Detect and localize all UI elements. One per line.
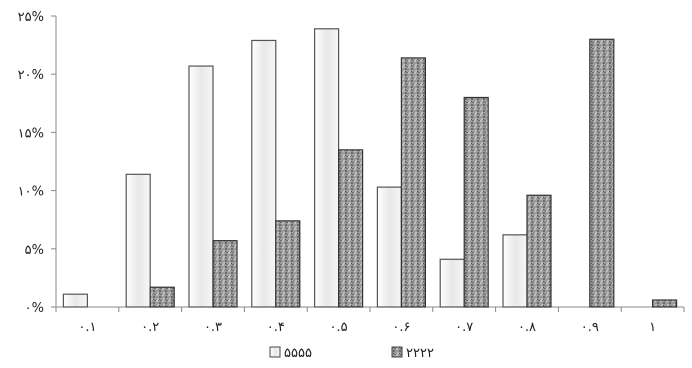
- bars: [62, 28, 678, 308]
- x-tick-label: ٠.١: [78, 320, 96, 335]
- bar-series-1: [125, 173, 151, 308]
- x-tick-label: ٠.۴: [267, 320, 285, 335]
- bar-series-1: [251, 39, 277, 308]
- legend-swatch: [391, 346, 403, 358]
- bar-series-2: [212, 240, 238, 308]
- bar-series-2: [463, 96, 489, 308]
- y-tick-label: ۵%: [25, 243, 44, 258]
- x-tick-label: ٠.٨: [518, 320, 536, 335]
- bar-series-2: [651, 299, 678, 308]
- bar-series-2: [338, 149, 364, 308]
- bar-series-1: [376, 186, 402, 308]
- y-tick-label: ١۵%: [18, 126, 44, 141]
- x-tick-label: ٠.۵: [330, 320, 348, 335]
- axes: ٠% ۵% ١٠% ١۵% ٢٠% ٢۵% ٠.١ ٠.٢ ٠.٣ ٠.۴ ٠.۵ ٠.۶ ٠.٧ ٠.٨…: [18, 10, 685, 335]
- bar-series-1: [439, 258, 465, 308]
- y-tick-label: ٢٠%: [18, 68, 44, 83]
- bar-series-2: [275, 220, 301, 308]
- x-tick-label: ٠.٧: [455, 320, 473, 335]
- x-tick-label: ٠.٣: [204, 320, 222, 335]
- bar-series-1: [502, 234, 528, 308]
- bar-series-2: [526, 194, 552, 308]
- bar-series-1: [314, 28, 340, 308]
- legend-label: ۵۵۵۵: [284, 346, 312, 361]
- x-tick-label: ٠.٢: [141, 320, 159, 335]
- x-tick-label: ٠.۶: [392, 320, 410, 335]
- bar-series-2: [589, 38, 615, 308]
- y-tick-label: ٢۵%: [18, 10, 44, 25]
- y-tick-label: ٠%: [25, 301, 44, 316]
- x-tick-label: ١: [649, 320, 656, 335]
- legend-swatch: [269, 346, 281, 358]
- legend: ۵۵۵۵ ٢٢٢٢: [269, 346, 434, 361]
- bar-series-2: [149, 286, 175, 308]
- legend-label: ٢٢٢٢: [406, 346, 434, 361]
- bar-series-1: [188, 65, 214, 308]
- y-tick-label: ١٠%: [18, 185, 44, 200]
- bar-series-2: [400, 57, 426, 308]
- x-tick-label: ٠.٩: [581, 320, 599, 335]
- bar-series-1: [62, 293, 89, 308]
